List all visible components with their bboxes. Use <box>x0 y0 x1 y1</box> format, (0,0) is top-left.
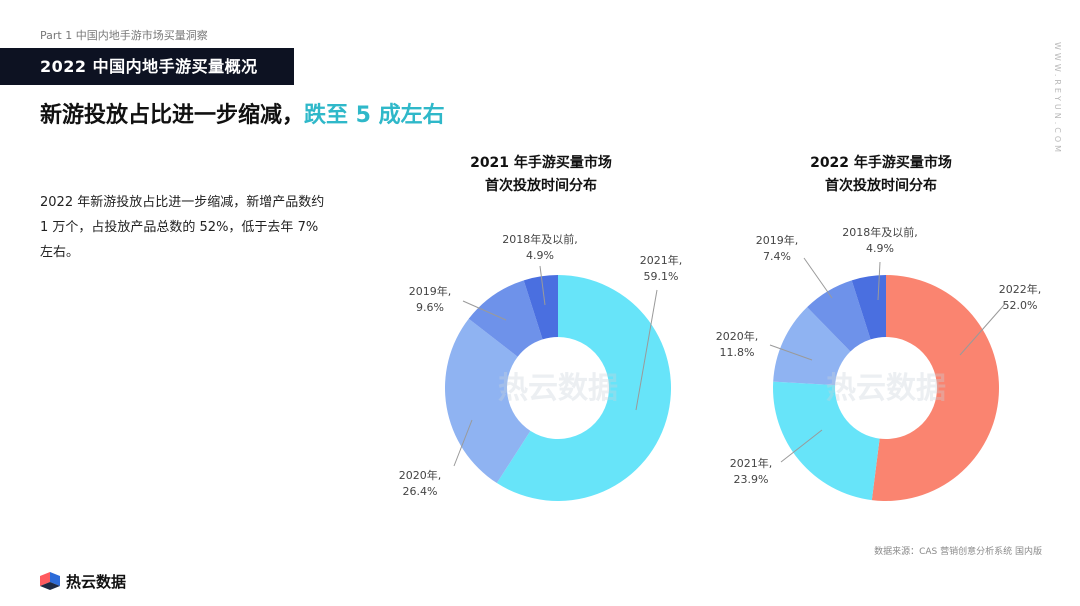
chart-2022-slice-2 <box>773 307 851 386</box>
chart-2022-label-1: 2021年, <box>730 456 773 470</box>
chart-2021-slice-3 <box>523 275 558 340</box>
chart-2022-label-4: 2018年及以前, <box>842 225 918 239</box>
chart-2021-value-0: 59.1% <box>644 270 679 283</box>
chart-2022-label-2: 2020年, <box>716 329 759 343</box>
brand-name: 热云数据 <box>66 573 127 591</box>
headline-accent: 跌至 5 成左右 <box>304 103 445 128</box>
chart-2021-label-1: 2020年, <box>399 468 442 482</box>
chart-2021-label-3: 2018年及以前, <box>502 232 578 246</box>
chart-2022-leader-3 <box>803 257 833 299</box>
chart-2022-value-1: 23.9% <box>734 473 769 486</box>
chart-2021-leader-2 <box>462 300 507 321</box>
chart-2021-leader-0 <box>635 289 658 411</box>
chart-2021-watermark: 热云数据 <box>498 371 618 406</box>
chart-2022-leader-2 <box>769 344 813 361</box>
part-label: Part 1 中国内地手游市场买量洞察 <box>40 29 208 42</box>
chart-2021-label-0: 2021年, <box>640 253 683 267</box>
data-source: 数据来源：CAS 营销创意分析系统 国内版 <box>874 547 1042 557</box>
brand-logo-icon <box>40 572 60 590</box>
chart-2021-title-line2: 首次投放时间分布 <box>485 178 597 194</box>
chart-2021-slice-0 <box>496 275 671 501</box>
chart-2021-slice-2 <box>468 280 543 357</box>
chart-2022-slice-3 <box>807 280 871 352</box>
chart-2022-value-2: 11.8% <box>720 346 755 359</box>
chart-2022-title: 2022 年手游买量市场 首次投放时间分布 <box>761 152 1001 198</box>
chart-2022-slice-1 <box>772 381 880 501</box>
chart-2022-watermark: 热云数据 <box>826 371 946 406</box>
side-url: WWW.REYUN.COM <box>1053 42 1062 156</box>
chart-2021-title-line1: 2021 年手游买量市场 <box>470 155 612 171</box>
footer-brand: 热云数据 <box>38 570 126 592</box>
chart-2022-leader-1 <box>780 429 823 463</box>
chart-2021-label-2: 2019年, <box>409 284 452 298</box>
chart-2022-value-4: 4.9% <box>866 242 894 255</box>
headline-main: 新游投放占比进一步缩减， <box>40 103 305 128</box>
chart-2022-value-3: 7.4% <box>763 250 791 263</box>
chart-2022-value-0: 52.0% <box>1003 299 1038 312</box>
chart-2021-value-2: 9.6% <box>416 301 444 314</box>
summary-paragraph: 2022 年新游投放占比进一步缩减，新增产品数约 1 万个，占投放产品总数的 5… <box>40 195 325 260</box>
chart-2022-slice-4 <box>851 275 886 340</box>
chart-2022-leader-0 <box>959 304 1005 356</box>
headline: 新游投放占比进一步缩减，跌至 5 成左右 <box>40 97 445 129</box>
chart-2021-slice-1 <box>445 318 531 484</box>
section-title-bar: 2022 中国内地手游买量概况 <box>0 48 294 85</box>
chart-2022-label-3: 2019年, <box>756 233 799 247</box>
chart-2022-title-line2: 首次投放时间分布 <box>825 178 937 194</box>
chart-2021-leader-1 <box>453 419 473 467</box>
chart-2021-title: 2021 年手游买量市场 首次投放时间分布 <box>421 152 661 198</box>
chart-2022-slice-0 <box>871 275 999 501</box>
chart-2022-title-line1: 2022 年手游买量市场 <box>810 155 952 171</box>
chart-2021-value-1: 26.4% <box>403 485 438 498</box>
chart-2022-label-0: 2022年, <box>999 282 1042 296</box>
chart-2022-leader-4 <box>877 261 881 301</box>
chart-2021-value-3: 4.9% <box>526 249 554 262</box>
chart-2021-leader-3 <box>539 265 546 306</box>
